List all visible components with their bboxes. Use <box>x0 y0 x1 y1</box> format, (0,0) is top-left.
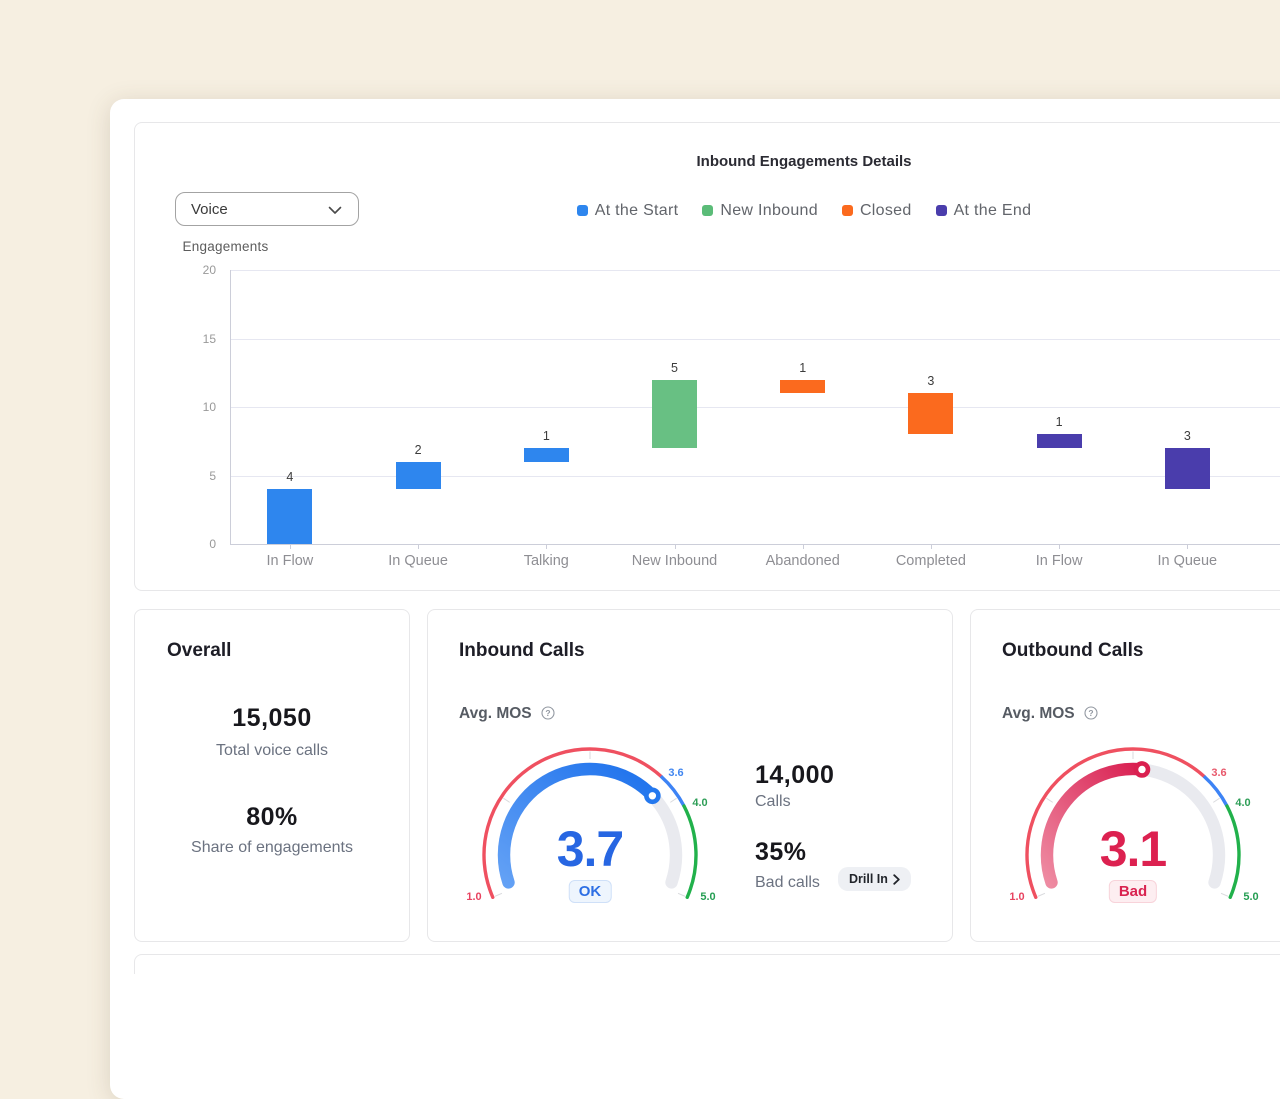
svg-text:?: ? <box>1088 708 1093 718</box>
svg-text:?: ? <box>545 708 550 718</box>
